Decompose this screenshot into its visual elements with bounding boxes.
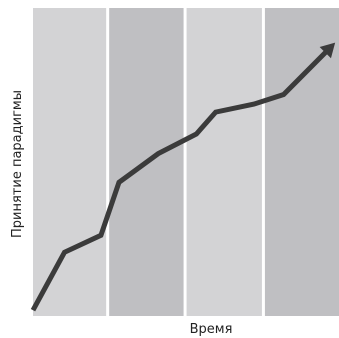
background-band-4 <box>263 8 339 316</box>
y-axis-label: Принятие парадигмы <box>10 90 25 238</box>
arrow-head-icon <box>319 42 336 59</box>
band-dividers <box>106 8 265 316</box>
series-layer <box>30 42 336 312</box>
x-axis-label: Время <box>190 322 233 337</box>
background-band-1 <box>33 8 108 316</box>
background-band-3 <box>185 8 264 316</box>
series-line-1 <box>30 46 332 312</box>
